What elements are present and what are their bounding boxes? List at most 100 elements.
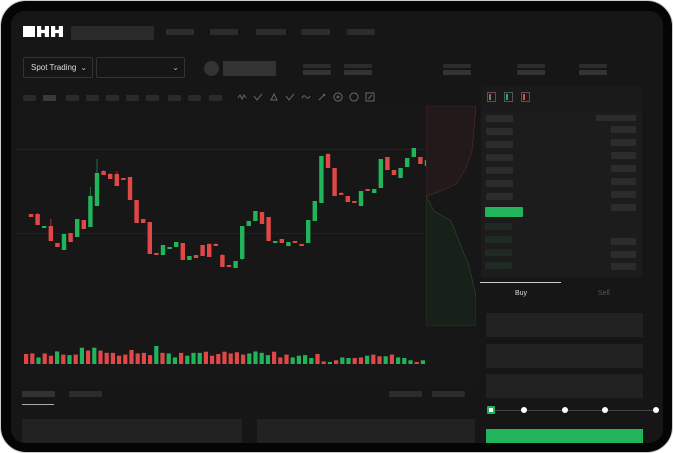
- candle[interactable]: [325, 154, 331, 168]
- candle[interactable]: [398, 168, 403, 178]
- candle[interactable]: [35, 214, 40, 225]
- timeframe-button[interactable]: [168, 95, 181, 101]
- slider-step[interactable]: [602, 407, 608, 413]
- timeframe-button[interactable]: [66, 95, 79, 101]
- candle[interactable]: [385, 157, 390, 170]
- candle[interactable]: [279, 239, 284, 243]
- nav-item[interactable]: [347, 29, 375, 35]
- market-type-dropdown[interactable]: Spot Trading ⌄: [23, 57, 94, 78]
- candle[interactable]: [306, 220, 311, 243]
- orders-filter[interactable]: [432, 391, 465, 397]
- fib-tool-icon[interactable]: [268, 92, 280, 102]
- candle[interactable]: [121, 178, 126, 180]
- candle[interactable]: [352, 201, 357, 203]
- slider-step[interactable]: [521, 407, 527, 413]
- candle[interactable]: [193, 255, 199, 258]
- slider-step[interactable]: [562, 407, 568, 413]
- circle-tool-icon[interactable]: [348, 92, 360, 102]
- candle[interactable]: [424, 160, 426, 166]
- candle[interactable]: [418, 157, 423, 164]
- candle[interactable]: [286, 242, 291, 246]
- orders-filter[interactable]: [389, 391, 422, 397]
- candle[interactable]: [127, 177, 133, 200]
- candle[interactable]: [94, 173, 100, 206]
- timeframe-button[interactable]: [188, 95, 201, 101]
- amount-slider-track[interactable]: [491, 410, 659, 411]
- candle[interactable]: [141, 219, 146, 223]
- candle[interactable]: [160, 245, 166, 255]
- timeframe-button[interactable]: [86, 95, 99, 101]
- brush-tool-icon[interactable]: [316, 92, 328, 102]
- candle[interactable]: [55, 243, 60, 247]
- candle[interactable]: [167, 247, 172, 249]
- candle[interactable]: [299, 244, 304, 246]
- candle[interactable]: [259, 212, 265, 224]
- candle[interactable]: [220, 255, 225, 267]
- candlestick-chart[interactable]: [16, 106, 426, 341]
- candle[interactable]: [365, 189, 370, 191]
- nav-item[interactable]: [256, 29, 286, 35]
- total-input[interactable]: [486, 374, 643, 398]
- candle[interactable]: [88, 196, 93, 227]
- candle[interactable]: [200, 245, 205, 256]
- expand-tool-icon[interactable]: [364, 92, 376, 102]
- chart-panel[interactable]: [16, 106, 476, 381]
- candle[interactable]: [134, 200, 139, 223]
- candle[interactable]: [411, 148, 416, 157]
- candle[interactable]: [101, 171, 106, 175]
- amount-slider-handle[interactable]: [487, 406, 495, 414]
- timeframe-button[interactable]: [106, 95, 119, 101]
- sell-tab[interactable]: Sell: [598, 290, 610, 297]
- candle[interactable]: [207, 244, 212, 257]
- candle[interactable]: [68, 233, 73, 242]
- timeframe-button[interactable]: [43, 95, 56, 101]
- candle[interactable]: [292, 241, 298, 243]
- candle[interactable]: [233, 261, 238, 268]
- candle[interactable]: [391, 170, 397, 175]
- candle[interactable]: [405, 158, 410, 167]
- search-bar[interactable]: [71, 26, 154, 40]
- candle[interactable]: [345, 196, 350, 202]
- candle[interactable]: [174, 242, 179, 247]
- line-tool-icon[interactable]: [252, 92, 264, 102]
- orderbook-view-asks-icon[interactable]: [521, 92, 530, 102]
- timeframe-button[interactable]: [23, 95, 36, 101]
- candle[interactable]: [180, 243, 185, 260]
- okx-logo[interactable]: [23, 26, 63, 37]
- candle[interactable]: [154, 253, 159, 255]
- candle[interactable]: [378, 159, 383, 188]
- orders-tab-history[interactable]: [69, 391, 102, 397]
- candle[interactable]: [358, 191, 364, 206]
- candle[interactable]: [339, 193, 344, 195]
- target-tool-icon[interactable]: [332, 92, 344, 102]
- candle[interactable]: [266, 217, 271, 241]
- candle[interactable]: [240, 226, 245, 259]
- timeframe-button[interactable]: [209, 95, 222, 101]
- pair-dropdown[interactable]: ⌄: [96, 57, 185, 78]
- candle[interactable]: [147, 222, 152, 254]
- nav-item[interactable]: [166, 29, 194, 35]
- ray-tool-icon[interactable]: [284, 92, 296, 102]
- candle[interactable]: [75, 219, 80, 237]
- candle[interactable]: [253, 211, 258, 221]
- buy-tab[interactable]: Buy: [515, 290, 528, 297]
- price-input[interactable]: [486, 313, 643, 337]
- candle[interactable]: [226, 265, 232, 267]
- nav-item[interactable]: [210, 29, 238, 35]
- orders-tab-open[interactable]: [22, 391, 55, 397]
- candle[interactable]: [42, 226, 47, 228]
- slider-step[interactable]: [653, 407, 659, 413]
- orderbook-view-both-icon[interactable]: [487, 92, 496, 102]
- indicator-icon[interactable]: [236, 92, 248, 102]
- candle[interactable]: [273, 241, 278, 243]
- amount-input[interactable]: [486, 344, 643, 368]
- candle[interactable]: [312, 201, 317, 221]
- candle[interactable]: [372, 189, 377, 193]
- candle[interactable]: [81, 220, 86, 229]
- candle[interactable]: [332, 168, 337, 196]
- candle[interactable]: [108, 174, 113, 179]
- candle[interactable]: [48, 226, 53, 241]
- wave-tool-icon[interactable]: [300, 92, 312, 102]
- candle[interactable]: [213, 244, 218, 246]
- orderbook-view-bids-icon[interactable]: [504, 92, 513, 102]
